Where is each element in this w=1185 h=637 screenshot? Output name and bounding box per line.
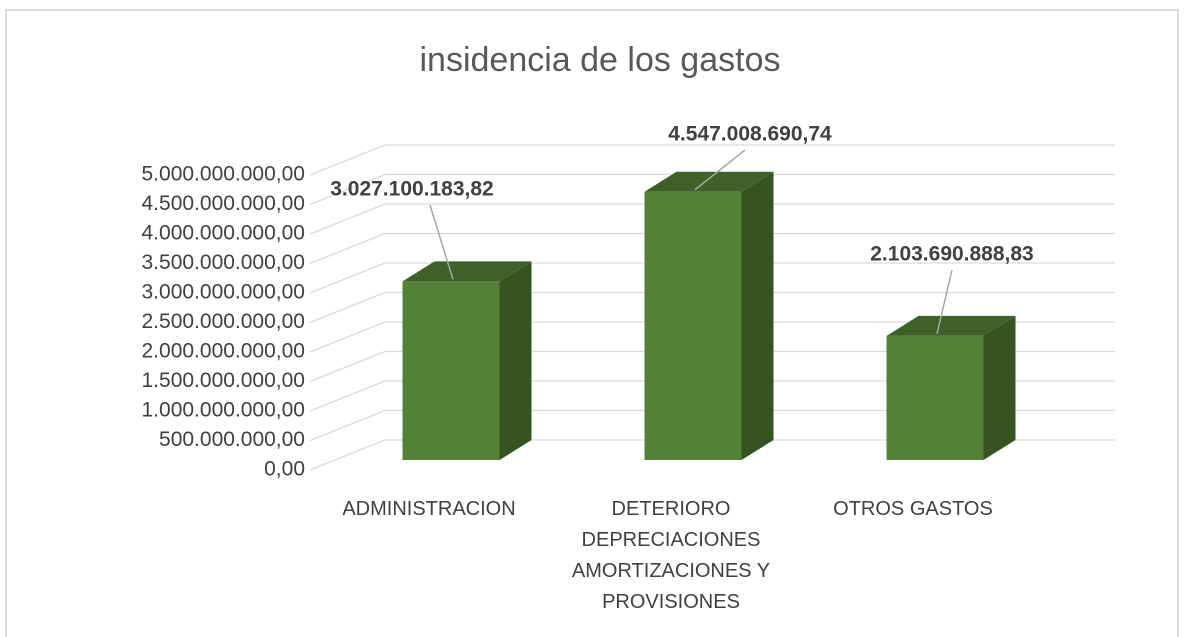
bar-top: [644, 171, 774, 192]
y-tick-label: 1.000.000.000,00: [142, 399, 306, 422]
bar-side: [983, 315, 1016, 460]
leader-line: [429, 204, 454, 280]
grid-line: [309, 291, 1115, 324]
y-tick-label: 5.000.000.000,00: [142, 163, 306, 186]
y-tick-label: 2.000.000.000,00: [142, 340, 306, 363]
data-label: 3.027.100.183,82: [330, 178, 494, 201]
leader-line: [936, 269, 953, 335]
grid-line: [309, 203, 1115, 235]
bar: [644, 191, 742, 460]
grid-line: [309, 262, 1115, 294]
grid-line: [309, 173, 1115, 206]
y-tick-label: 500.000.000,00: [159, 428, 305, 451]
y-tick-label: 4.500.000.000,00: [142, 192, 306, 215]
grid-line: [309, 321, 1115, 353]
chart-title: insidencia de los gastos: [419, 41, 780, 79]
y-tick-label: 3.500.000.000,00: [142, 251, 306, 274]
data-label: 2.103.690.888,83: [870, 243, 1034, 266]
grid-line: [309, 350, 1115, 383]
grid-line: [309, 409, 1115, 442]
bar-side: [741, 171, 774, 460]
data-label: 4.547.008.690,74: [668, 123, 832, 146]
y-tick-label: 4.000.000.000,00: [142, 222, 306, 245]
y-tick-label: 0,00: [264, 458, 305, 481]
bar-top: [886, 315, 1016, 336]
leader-line: [694, 149, 746, 191]
y-tick-label: 3.000.000.000,00: [142, 281, 306, 304]
grid-line: [309, 232, 1115, 265]
grid-line: [309, 380, 1115, 412]
x-tick-label: OTROS GASTOS: [833, 498, 993, 520]
y-tick-label: 2.500.000.000,00: [142, 310, 306, 333]
y-tick-label: 1.500.000.000,00: [142, 369, 306, 392]
bar: [886, 335, 984, 460]
bar-side: [499, 261, 532, 460]
grid-line: [309, 439, 1115, 471]
bar-top: [402, 261, 532, 282]
x-tick-label: ADMINISTRACION: [342, 498, 515, 520]
grid-line: [309, 144, 1115, 176]
bar: [402, 281, 500, 460]
